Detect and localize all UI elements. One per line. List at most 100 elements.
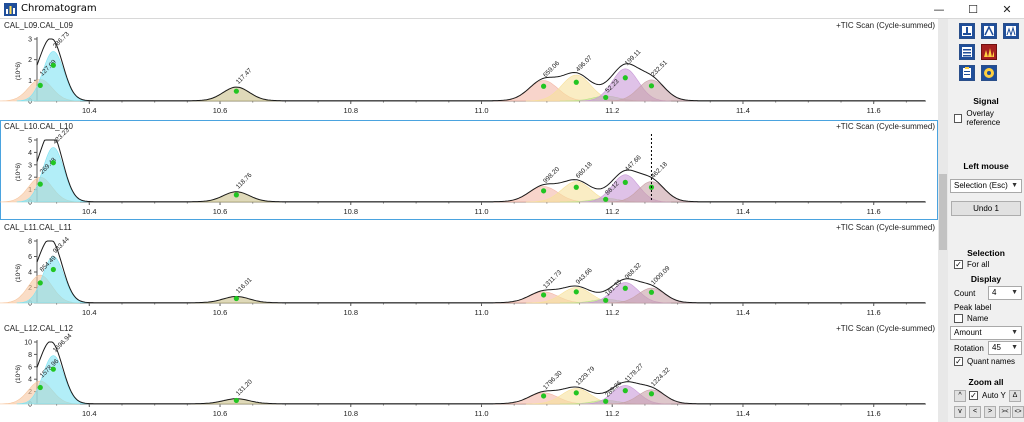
left-mouse-mode-value: Selection (Esc) — [954, 181, 1008, 190]
peak-label-select[interactable]: Amount ▼ — [950, 326, 1022, 340]
checkbox-checked: ✓ — [954, 356, 963, 366]
chromatogram-panel[interactable]: CAL_L12.CAL_L12 +TIC Scan (Cycle-summed)… — [0, 322, 938, 422]
tic-trace — [36, 240, 925, 304]
chromatogram-app-icon — [4, 3, 17, 16]
peak-marker — [37, 280, 43, 286]
y-tick-label: 3 — [28, 162, 32, 169]
x-tick-label: 11.2 — [605, 106, 619, 115]
peak-amount-label: 423.23 — [52, 127, 71, 146]
overlay-reference-checkbox[interactable]: Overlay reference — [954, 109, 1024, 127]
peak-marker — [37, 384, 43, 391]
count-select[interactable]: 4 ▼ — [988, 286, 1022, 300]
scrollbar-thumb[interactable] — [939, 174, 947, 250]
tic-trace — [36, 38, 925, 102]
chromatogram-plot[interactable]: 012345(10^6)10.410.610.811.011.211.411.6… — [0, 120, 938, 220]
chevron-down-icon: v — [958, 408, 962, 415]
x-tick-label: 11.0 — [474, 308, 488, 317]
left-mouse-mode-select[interactable]: Selection (Esc) ▼ — [950, 179, 1022, 193]
peak-amount-label: 117.47 — [235, 67, 254, 86]
peak-marker — [37, 82, 43, 88]
multi-peak-tool-button[interactable] — [1003, 23, 1019, 39]
zoom-in-x-button[interactable]: >< — [999, 406, 1011, 418]
settings-tool-button[interactable] — [981, 65, 997, 81]
pan-right-button[interactable]: > — [984, 406, 996, 418]
zoom-up-button[interactable]: ^ — [954, 390, 966, 402]
x-tick-label: 11.0 — [474, 106, 488, 115]
peak-marker — [540, 83, 547, 89]
chromatogram-panel[interactable]: CAL_L11.CAL_L11 +TIC Scan (Cycle-summed)… — [0, 221, 938, 321]
peak-marker — [573, 184, 579, 190]
close-button[interactable]: ✕ — [990, 0, 1024, 19]
overlay-tool-button[interactable] — [981, 44, 997, 60]
right-sidebar: Signal Overlay reference Left mouse Sele… — [948, 19, 1024, 422]
peak-amount-label: 933.44 — [52, 236, 71, 255]
y-tick-label: 3 — [28, 37, 32, 44]
x-tick-label: 10.6 — [213, 308, 228, 317]
x-tick-label: 11.0 — [474, 409, 488, 418]
x-tick-label: 10.4 — [82, 409, 97, 418]
y-tick-label: 0 — [28, 402, 32, 409]
peak-tool-button[interactable] — [981, 23, 997, 39]
zoom-out-x-button[interactable]: <> — [1012, 406, 1024, 418]
peak-marker — [622, 388, 628, 394]
panel-title: CAL_L10.CAL_L10 — [4, 122, 73, 131]
y-tick-label: 0 — [28, 301, 32, 308]
y-tick-label: 0 — [28, 200, 32, 207]
vertical-scrollbar[interactable] — [938, 19, 948, 422]
quant-names-checkbox[interactable]: ✓ Quant names — [954, 357, 1015, 366]
name-label: Name — [967, 314, 989, 323]
peak-marker — [622, 285, 628, 291]
chromatogram-plot[interactable]: 0246810(10^6)10.410.610.811.011.211.411.… — [0, 322, 938, 422]
peak-marker — [50, 366, 56, 372]
selection-section-header: Selection — [967, 248, 1005, 258]
chromatogram-plot[interactable]: 02468(10^6)10.410.610.811.011.211.411.61… — [0, 221, 938, 321]
delta-button[interactable]: Δ — [1009, 390, 1021, 402]
close-icon: ✕ — [1002, 3, 1012, 16]
x-tick-label: 11.6 — [867, 409, 881, 418]
chromatogram-panel[interactable]: CAL_L10.CAL_L10 +TIC Scan (Cycle-summed)… — [0, 120, 938, 220]
peak-amount-label: 1311.73 — [542, 269, 563, 290]
x-tick-label: 11.0 — [474, 207, 488, 216]
peak-amount-label: 462.18 — [650, 161, 669, 180]
peak-marker — [233, 295, 239, 302]
x-tick-label: 10.8 — [343, 308, 358, 317]
x-tick-label: 10.6 — [213, 207, 228, 216]
integrate-tool-button[interactable] — [959, 23, 975, 39]
for-all-checkbox[interactable]: ✓ For all — [954, 260, 989, 269]
report-tool-button[interactable] — [959, 65, 975, 81]
peak-label-header: Peak label — [954, 303, 992, 312]
peak-amount-label: 1329.79 — [575, 365, 597, 387]
peak-amount-label: 660.18 — [575, 161, 594, 180]
peak-marker — [603, 398, 609, 404]
peak-marker — [540, 188, 547, 194]
undo-button[interactable]: Undo 1 — [951, 201, 1021, 216]
y-tick-label: 2 — [28, 57, 32, 64]
y-tick-label: 10 — [24, 340, 32, 347]
clipboard-icon — [963, 67, 971, 78]
auto-y-checkbox[interactable]: ✓ Auto Y — [969, 391, 1006, 400]
zoom-down-button[interactable]: v — [954, 406, 966, 418]
peak-amount-label: 116.01 — [235, 276, 254, 295]
peak-marker — [648, 391, 655, 397]
chevron-right-icon: > — [987, 408, 993, 415]
maximize-button[interactable]: ☐ — [956, 0, 990, 19]
chromatogram-stack[interactable]: CAL_L09.CAL_L09 +TIC Scan (Cycle-summed)… — [0, 19, 938, 422]
chevron-down-icon: ▼ — [1011, 182, 1018, 189]
minimize-button[interactable]: — — [922, 0, 956, 19]
panel-title: CAL_L09.CAL_L09 — [4, 21, 73, 30]
chromatogram-panel[interactable]: CAL_L09.CAL_L09 +TIC Scan (Cycle-summed)… — [0, 19, 938, 119]
baseline-tool-button[interactable] — [959, 44, 975, 60]
chromatogram-plot[interactable]: 0 1 2 3 (10^6) 10.4 10.6 10.8 11.0 11.2 11.4 11.6 11… — [0, 19, 938, 119]
y-unit-label: (10^6) — [15, 62, 22, 80]
peak-marker — [233, 192, 239, 198]
x-tick-label: 11.4 — [736, 409, 750, 418]
peak-marker — [622, 179, 628, 185]
rotation-select[interactable]: 45 ▼ — [988, 341, 1022, 355]
zoom-all-section-header: Zoom all — [968, 377, 1004, 387]
x-tick-label: 10.4 — [82, 106, 97, 115]
name-checkbox[interactable]: Name — [954, 314, 988, 323]
signal-section-header: Signal — [973, 96, 999, 106]
peak-amount-label: 496.07 — [575, 54, 594, 73]
pan-left-button[interactable]: < — [969, 406, 981, 418]
peak-amount-label: 286.73 — [52, 31, 71, 50]
